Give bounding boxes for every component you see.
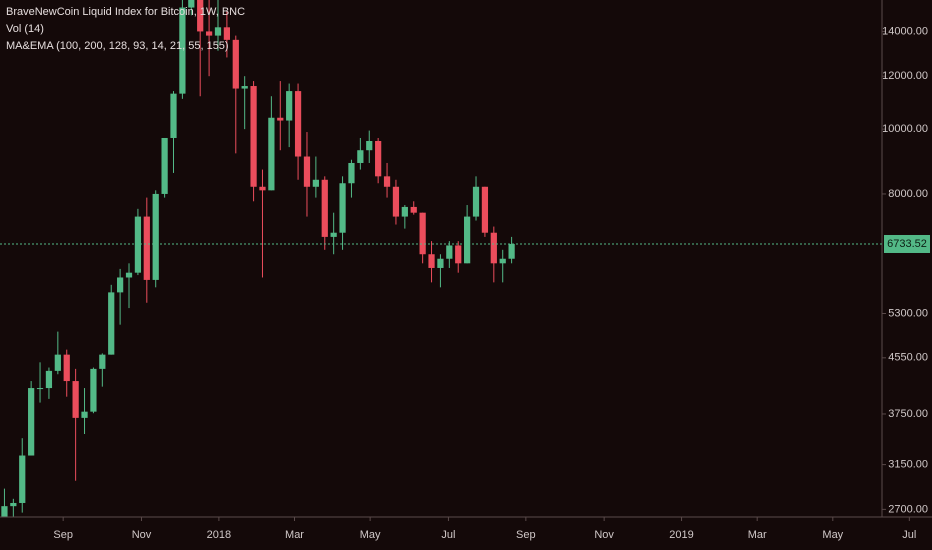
candle-body — [143, 216, 150, 280]
candle-body — [383, 176, 391, 187]
x-tick-label: May — [360, 529, 381, 541]
x-tick-label: May — [822, 529, 843, 541]
last-price-label: 6733.52 — [887, 238, 927, 250]
candle-body — [259, 186, 266, 191]
candle-body — [63, 354, 70, 382]
candle-body — [348, 162, 355, 184]
candle-body — [472, 186, 480, 217]
candle-body — [410, 206, 417, 213]
candle-body — [223, 27, 231, 40]
candle-body — [375, 140, 382, 177]
candle-body — [197, 0, 204, 32]
candle-body — [179, 7, 186, 94]
x-tick-label: 2019 — [669, 529, 693, 541]
candle-body — [241, 86, 248, 89]
y-tick-label: 8000.00 — [888, 188, 928, 200]
price-axis-panel — [882, 0, 932, 550]
candle-body — [170, 93, 177, 138]
y-tick-label: 14000.00 — [882, 25, 928, 37]
candle-body — [428, 254, 435, 268]
candle-body — [36, 388, 44, 390]
candle-body — [99, 354, 106, 369]
x-tick-label: Jul — [902, 529, 916, 541]
candle-body — [188, 0, 195, 8]
candle-body — [481, 186, 489, 233]
candle-body — [321, 179, 328, 237]
y-tick-label: 12000.00 — [882, 70, 928, 82]
x-tick-label: Mar — [285, 529, 304, 541]
candle-body — [303, 156, 311, 187]
x-tick-label: Sep — [516, 529, 536, 541]
legend-title: BraveNewCoin Liquid Index for Bitcoin, 1… — [6, 6, 245, 18]
x-tick-label: Nov — [594, 529, 614, 541]
candle-body — [161, 137, 168, 194]
candle-body — [54, 354, 61, 371]
candle-body — [90, 368, 97, 412]
x-tick-label: Sep — [53, 529, 73, 541]
candle-body — [108, 292, 115, 355]
y-tick-label: 3150.00 — [888, 459, 928, 471]
candle-body — [312, 179, 319, 187]
candle-body — [134, 216, 142, 273]
candle-body — [508, 243, 515, 259]
candle-body — [1, 506, 8, 517]
candle-body — [330, 232, 337, 237]
x-tick-label: Jul — [441, 529, 455, 541]
last-price-box — [884, 234, 930, 253]
candle-body — [125, 272, 133, 278]
candle-body — [28, 388, 35, 456]
x-tick-label: 2018 — [207, 529, 231, 541]
candle-body — [286, 91, 293, 121]
candle-body — [490, 232, 497, 264]
candle-body — [232, 39, 239, 89]
x-tick-label: Mar — [748, 529, 767, 541]
candle-body — [277, 117, 284, 121]
y-tick-label: 2700.00 — [888, 503, 928, 515]
y-tick-label: 10000.00 — [882, 123, 928, 135]
legend-ma: MA&EMA (100, 200, 128, 93, 14, 21, 55, 1… — [6, 40, 229, 52]
candle-body — [446, 245, 453, 259]
candle-body — [268, 117, 275, 191]
candle-body — [214, 27, 222, 36]
candle-body — [45, 370, 53, 389]
candle-body — [419, 212, 426, 255]
candle-body — [366, 140, 373, 151]
candle-body — [392, 186, 400, 217]
candle-body — [117, 277, 124, 293]
candle-body — [10, 502, 17, 507]
y-tick-label: 4550.00 — [888, 352, 928, 364]
x-tick-label: Nov — [132, 529, 152, 541]
candle-body — [357, 150, 364, 163]
candle-body — [401, 206, 408, 217]
candle-body — [339, 183, 346, 233]
y-tick-label: 5300.00 — [888, 307, 928, 319]
plot-area — [1, 0, 515, 517]
candle-body — [205, 31, 213, 36]
candle-body — [464, 216, 471, 264]
candle-body — [455, 245, 462, 264]
candle-body — [81, 411, 88, 418]
candle-body — [499, 258, 506, 264]
candle-body — [250, 86, 257, 187]
candle-body — [19, 455, 26, 503]
legend-volume: Vol (14) — [6, 23, 44, 35]
candle-body — [437, 258, 444, 268]
candle-body — [152, 193, 159, 280]
candle-body — [294, 91, 302, 157]
candle-body — [72, 381, 79, 418]
y-tick-label: 3750.00 — [888, 408, 928, 420]
